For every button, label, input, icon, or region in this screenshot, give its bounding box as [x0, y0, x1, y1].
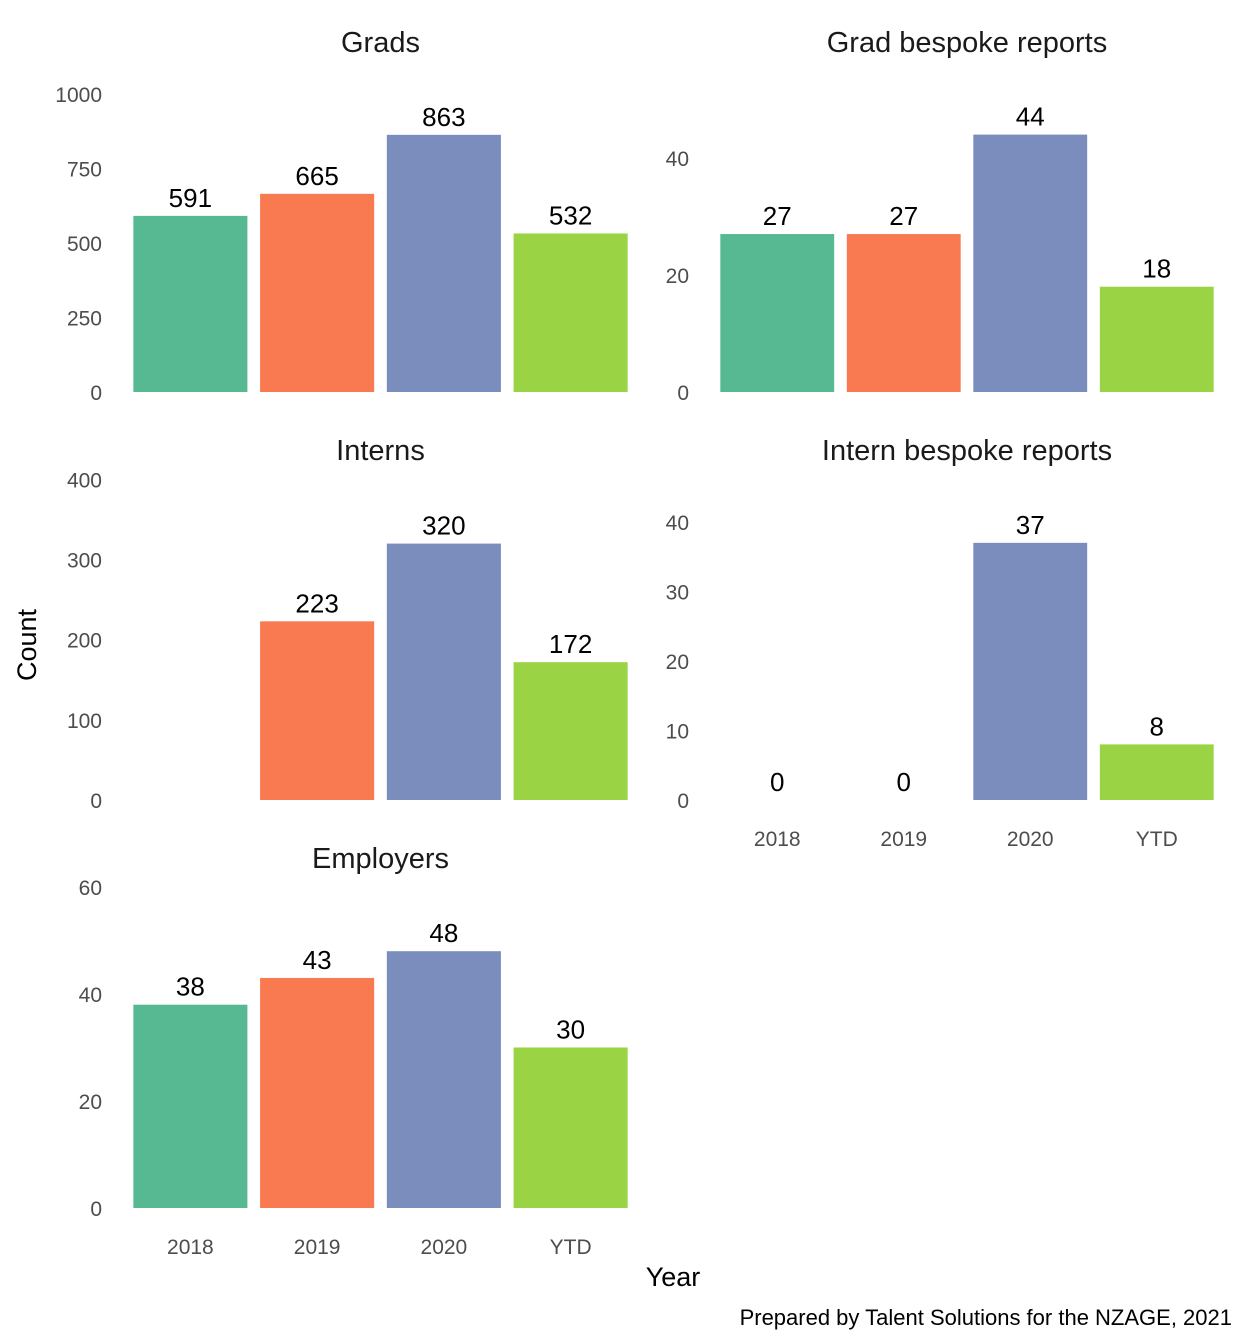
bar-employers-2019	[260, 977, 375, 1208]
data-label: 172	[549, 629, 592, 659]
x-axis-title: Year	[646, 1262, 701, 1292]
y-tick-label: 0	[90, 790, 102, 813]
x-tick-label: 2018	[754, 828, 801, 851]
y-tick-label: 1000	[55, 84, 102, 107]
data-label: 38	[176, 972, 205, 1002]
y-tick-label: 0	[90, 1198, 102, 1221]
y-axis-title: Count	[12, 608, 42, 681]
bar-interns-ytd	[513, 662, 628, 800]
data-label: 0	[897, 767, 911, 797]
bar-grad-bespoke-reports-2019	[846, 234, 961, 392]
panel-grads: Grads 0 250 500 750 1000 591 665 863 532	[55, 27, 628, 405]
bar-employers-2020	[386, 951, 501, 1208]
bar-employers-2018	[133, 1004, 248, 1208]
x-tick-label: YTD	[1136, 828, 1178, 851]
bar-grads-2020	[386, 134, 501, 393]
panel-grad-bespoke-reports: Grad bespoke reports 0 20 40 27 27 44 18	[666, 27, 1214, 405]
data-label: 44	[1016, 102, 1045, 132]
panel-employers: Employers 0 20 40 60 38 43 48 30 2018 2019 2020 YTD	[79, 843, 628, 1259]
y-tick-label: 40	[666, 148, 689, 171]
bar-grad-bespoke-reports-ytd	[1099, 286, 1214, 392]
x-tick-label: YTD	[550, 1236, 592, 1259]
data-label: 43	[303, 945, 332, 975]
panel-title: Employers	[312, 843, 449, 875]
data-label: 665	[295, 161, 338, 191]
chart-caption: Prepared by Talent Solutions for the NZA…	[740, 1305, 1232, 1330]
panel-title: Grads	[341, 27, 420, 59]
panel-interns: Interns 0 100 200 300 400 223 320 172	[67, 435, 628, 813]
x-tick-label: 2020	[421, 1236, 468, 1259]
data-label: 27	[763, 201, 792, 231]
panel-intern-bespoke-reports: Intern bespoke reports 0 10 20 30 40 0 0 37 8 2018…	[666, 435, 1214, 851]
data-label: 532	[549, 200, 592, 230]
y-tick-label: 100	[67, 710, 102, 733]
data-label: 27	[889, 201, 918, 231]
bar-interns-2020	[386, 543, 501, 800]
data-label: 223	[295, 588, 338, 618]
y-tick-label: 10	[666, 721, 689, 744]
y-tick-label: 500	[67, 233, 102, 256]
bar-grads-2018	[133, 215, 248, 392]
bar-grad-bespoke-reports-2018	[720, 234, 835, 392]
bar-intern-bespoke-reports-2020	[973, 542, 1088, 800]
data-label: 30	[556, 1015, 585, 1045]
y-tick-label: 40	[79, 984, 102, 1007]
bar-employers-ytd	[513, 1047, 628, 1208]
y-tick-label: 40	[666, 512, 689, 535]
bar-grad-bespoke-reports-2020	[973, 134, 1088, 392]
y-tick-label: 0	[677, 790, 689, 813]
y-tick-label: 20	[666, 265, 689, 288]
data-label: 18	[1142, 254, 1171, 284]
y-tick-label: 400	[67, 469, 102, 492]
x-tick-label: 2020	[1007, 828, 1054, 851]
panel-title: Interns	[336, 435, 425, 467]
bar-intern-bespoke-reports-ytd	[1099, 744, 1214, 800]
panel-title: Intern bespoke reports	[822, 435, 1112, 467]
y-tick-label: 30	[666, 582, 689, 605]
data-label: 320	[422, 511, 465, 541]
data-label: 863	[422, 102, 465, 132]
y-tick-label: 0	[677, 382, 689, 405]
y-tick-label: 0	[90, 382, 102, 405]
x-tick-label: 2019	[880, 828, 927, 851]
y-tick-label: 250	[67, 308, 102, 331]
panel-title: Grad bespoke reports	[827, 27, 1107, 59]
bar-interns-2019	[260, 621, 375, 800]
y-tick-label: 20	[666, 651, 689, 674]
x-tick-label: 2019	[294, 1236, 341, 1259]
y-tick-label: 200	[67, 630, 102, 653]
data-label: 48	[429, 918, 458, 948]
data-label: 591	[169, 183, 212, 213]
y-tick-label: 750	[67, 159, 102, 182]
x-tick-label: 2018	[167, 1236, 214, 1259]
y-tick-label: 300	[67, 550, 102, 573]
bar-grads-ytd	[513, 233, 628, 392]
data-label: 37	[1016, 510, 1045, 540]
y-tick-label: 20	[79, 1091, 102, 1114]
y-tick-label: 60	[79, 877, 102, 900]
data-label: 0	[770, 767, 784, 797]
data-label: 8	[1150, 711, 1164, 741]
bar-grads-2019	[260, 193, 375, 392]
